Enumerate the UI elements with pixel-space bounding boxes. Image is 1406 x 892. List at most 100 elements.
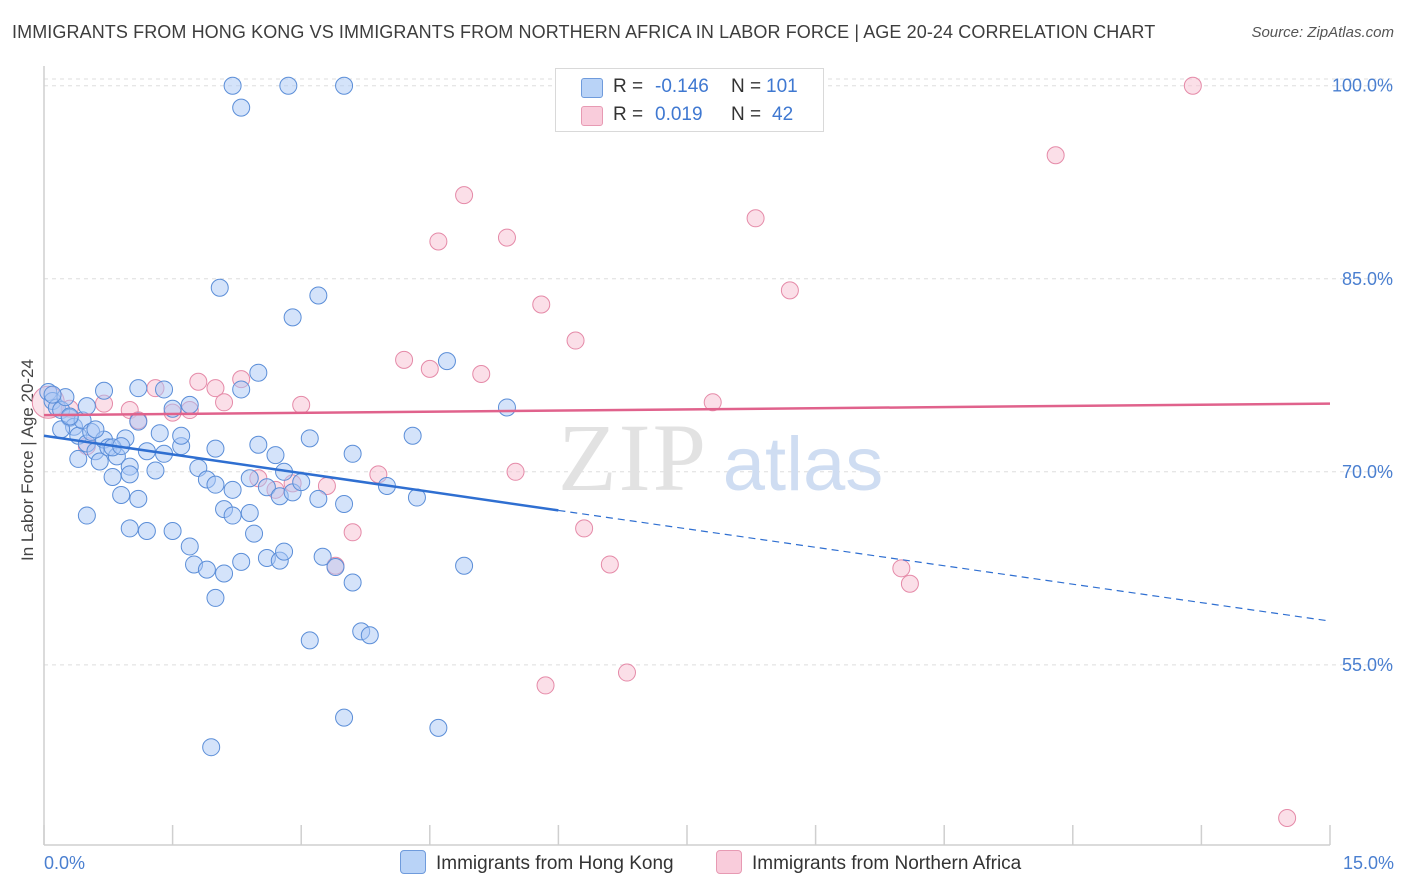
hong-kong-point (257, 478, 276, 497)
hong-kong-point (343, 573, 362, 592)
northern-africa-point (472, 365, 491, 383)
hong-kong-point (249, 363, 268, 382)
hong-kong-legend-label: Immigrants from Hong Kong (436, 853, 674, 875)
hong-kong-point (215, 564, 234, 583)
northern-africa-point (206, 379, 225, 398)
r-label: R = (613, 76, 644, 97)
hong-kong-point (129, 412, 148, 431)
hong-kong-point (202, 738, 221, 757)
northern-africa-point (566, 331, 585, 350)
hong-kong-point (206, 475, 225, 494)
source-label: Source: ZipAtlas.com (1251, 24, 1394, 41)
tick-labels: 0.0% 15.0% 55.0% 70.0% 85.0% 100.0% (44, 76, 1394, 873)
hong-kong-point (343, 444, 362, 463)
axes (43, 66, 1331, 846)
hong-kong-point (146, 461, 165, 480)
n-label: N = (731, 76, 762, 97)
northern-africa-point (703, 393, 722, 412)
hong-kong-point (232, 552, 251, 571)
hong-kong-point (86, 420, 105, 439)
watermark: ZIP atlas (558, 404, 883, 511)
northern-africa-point (189, 372, 208, 391)
hong-kong-point (313, 547, 332, 566)
hong-kong-point (335, 494, 354, 513)
hong-kong-trend-line (43, 434, 559, 512)
hong-kong-point (69, 449, 88, 468)
legend-row-hong-kong: R = -0.146 N = 101 (556, 74, 823, 102)
northern-africa-legend-swatch (716, 850, 742, 874)
hong-kong-point (300, 429, 319, 448)
series-legend: Immigrants from Hong Kong Immigrants fro… (0, 850, 1406, 878)
legend-item-northern-africa[interactable]: Immigrants from Northern Africa (716, 850, 1022, 876)
hong-kong-point (309, 286, 328, 305)
northern-africa-point (575, 519, 594, 538)
hong-kong-point (403, 426, 422, 445)
hong-kong-point (249, 435, 268, 454)
hong-kong-point (240, 503, 259, 522)
hong-kong-point (112, 485, 131, 504)
watermark-zip: ZIP (558, 404, 708, 511)
y-tick-label: 100.0% (1332, 76, 1393, 96)
hong-kong-point (77, 397, 96, 416)
hong-kong-point (155, 380, 174, 399)
hong-kong-point (335, 76, 354, 95)
hong-kong-point (180, 537, 199, 556)
hong-kong-point (120, 465, 139, 484)
r-label: R = (613, 104, 644, 125)
hong-kong-n-value: 101 (766, 76, 798, 97)
legend-item-hong-kong[interactable]: Immigrants from Hong Kong (400, 850, 674, 876)
northern-africa-legend-label: Immigrants from Northern Africa (752, 853, 1022, 875)
northern-africa-point (532, 295, 551, 314)
hong-kong-point (137, 522, 156, 540)
hong-kong-point (309, 489, 328, 508)
northern-africa-r-value: 0.019 (655, 104, 703, 125)
hong-kong-point (197, 560, 216, 579)
northern-africa-point (617, 663, 636, 682)
hong-kong-r-value: -0.146 (655, 76, 709, 97)
hong-kong-point (77, 506, 96, 525)
northern-africa-point (600, 555, 619, 574)
n-label: N = (731, 104, 762, 125)
northern-africa-trend-line (43, 402, 1331, 417)
hong-kong-point (129, 379, 148, 398)
trend-lines (43, 402, 1331, 622)
hong-kong-point (232, 98, 251, 117)
x-tick-label-min: 0.0% (44, 853, 85, 873)
hong-kong-point (223, 76, 242, 95)
northern-africa-point (497, 228, 516, 247)
northern-africa-point (1278, 808, 1297, 827)
hong-kong-point (326, 558, 345, 577)
northern-africa-point (343, 523, 362, 542)
hong-kong-point (300, 631, 319, 650)
northern-africa-point (780, 281, 799, 300)
northern-africa-point (900, 574, 919, 593)
northern-africa-point (455, 186, 474, 205)
hong-kong-point (43, 385, 62, 404)
hong-kong-points (39, 76, 516, 757)
hong-kong-point (240, 469, 259, 488)
hong-kong-point (223, 506, 242, 525)
northern-africa-swatch (581, 106, 603, 126)
hong-kong-point (245, 524, 264, 543)
hong-kong-point (275, 542, 294, 561)
hong-kong-point (163, 522, 182, 540)
hong-kong-point (279, 76, 298, 95)
chart-title: IMMIGRANTS FROM HONG KONG VS IMMIGRANTS … (12, 22, 1156, 42)
northern-africa-point (892, 559, 911, 578)
hong-kong-legend-swatch (400, 850, 426, 874)
northern-africa-point (746, 209, 765, 228)
watermark-atlas: atlas (723, 422, 884, 507)
hong-kong-point (180, 395, 199, 414)
hong-kong-point (120, 519, 139, 538)
gridlines (44, 78, 1395, 666)
hong-kong-point (437, 352, 456, 371)
y-tick-label: 55.0% (1342, 655, 1393, 675)
hong-kong-point (283, 308, 302, 327)
hong-kong-point (266, 446, 285, 465)
hong-kong-point (360, 626, 379, 645)
hong-kong-trend-extension (558, 509, 1331, 622)
hong-kong-point (429, 718, 448, 737)
hong-kong-point (455, 556, 474, 575)
y-tick-label: 85.0% (1342, 269, 1393, 289)
